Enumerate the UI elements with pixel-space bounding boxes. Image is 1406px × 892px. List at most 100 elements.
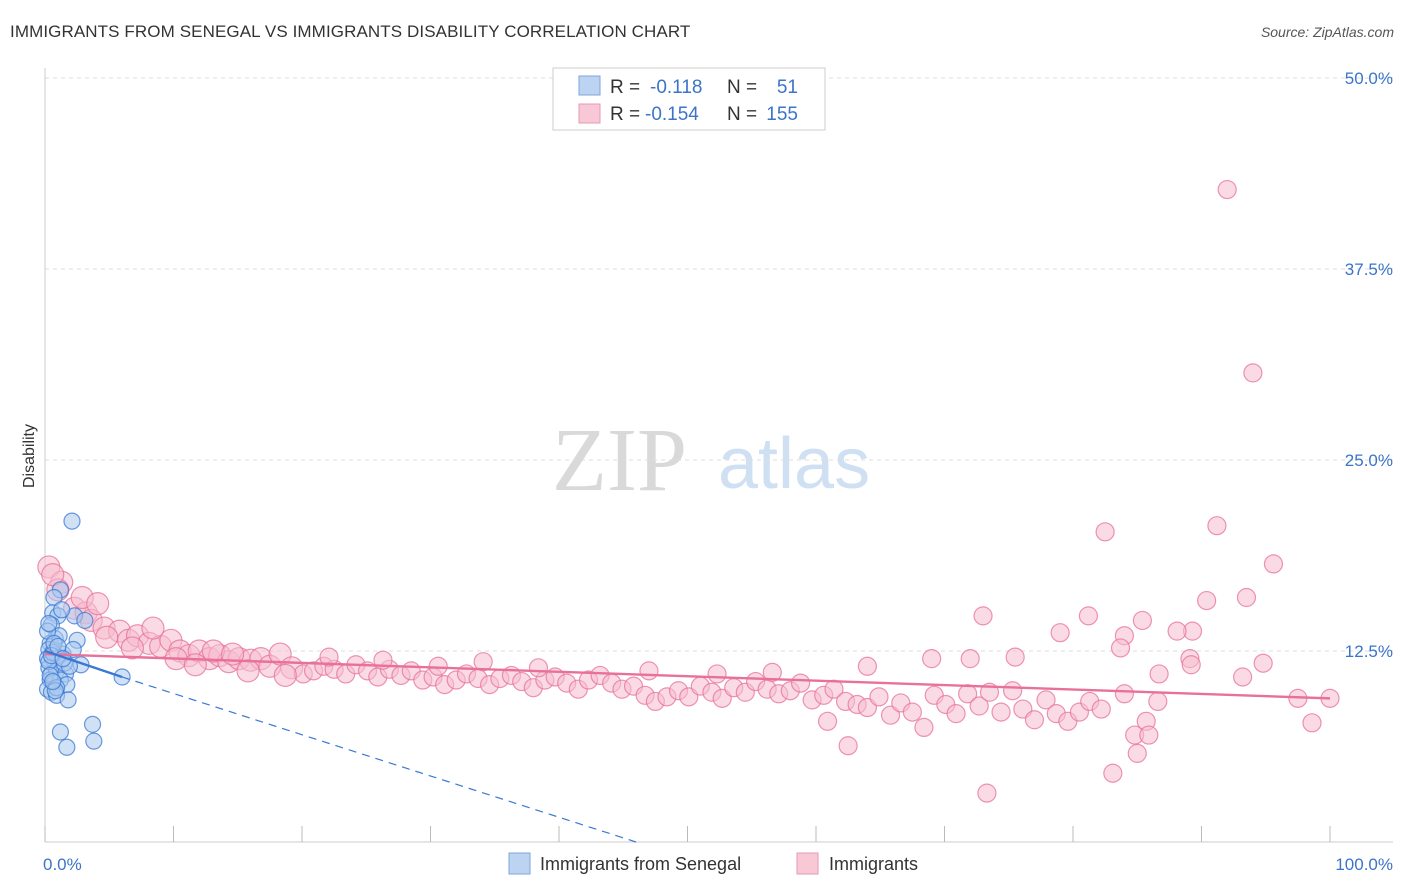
y-tick-label: 50.0% [1345, 69, 1393, 88]
y-tick-label: 12.5% [1345, 642, 1393, 661]
immigrants-point [762, 662, 782, 682]
immigrants-point [914, 717, 934, 738]
immigrants-point [1024, 710, 1045, 730]
chart-title: IMMIGRANTS FROM SENEGAL VS IMMIGRANTS DI… [10, 22, 691, 41]
immigrants-point [1114, 684, 1135, 704]
immigrants-point [1005, 647, 1025, 667]
immigrants-point [991, 702, 1011, 722]
immigrants-point [41, 562, 65, 587]
legend-r-value-1: -0.118 [650, 77, 702, 98]
legend-swatch-blue [578, 75, 601, 96]
watermark-zip: ZIP [552, 411, 687, 510]
senegal-point [63, 512, 81, 530]
immigrants-point [141, 616, 165, 640]
immigrants-point [95, 625, 119, 649]
immigrants-point [1091, 699, 1111, 719]
immigrants-point [1233, 667, 1253, 687]
immigrants-point [902, 702, 922, 722]
legend-n-value-1: 51 [777, 77, 798, 98]
series-legend: Immigrants from Senegal Immigrants [508, 852, 918, 875]
immigrants-point [1110, 638, 1131, 658]
immigrants-point [790, 673, 811, 693]
immigrants-point [473, 652, 493, 672]
immigrants-point [1243, 363, 1263, 383]
immigrants-point [1302, 713, 1322, 733]
immigrants-point [880, 705, 901, 725]
gridlines [45, 77, 1393, 652]
x-tick-label-max: 100.0% [1335, 855, 1393, 874]
legend-n-label-1: N = [727, 77, 757, 98]
immigrants-trend-line [44, 652, 1331, 700]
bottom-legend-swatch-pink [796, 852, 819, 875]
senegal-trend-extension [121, 676, 637, 843]
bottom-legend-label-senegal: Immigrants from Senegal [540, 854, 741, 874]
immigrants-point [639, 661, 659, 681]
immigrants-point [183, 653, 207, 677]
bottom-legend-swatch-blue [508, 852, 531, 875]
immigrants-point [977, 783, 997, 803]
senegal-point [83, 715, 102, 733]
immigrants-point [922, 649, 942, 669]
immigrants-point [1036, 690, 1056, 710]
trend-lines [44, 649, 1331, 843]
immigrants-point [817, 711, 838, 731]
immigrants-point [838, 736, 858, 756]
immigrants-point [236, 659, 260, 683]
immigrants-point [1103, 763, 1123, 783]
senegal-point [58, 738, 76, 756]
senegal-point [40, 614, 58, 633]
immigrants-point [1095, 522, 1115, 542]
immigrants-point [1078, 606, 1099, 626]
correlation-legend: R = -0.118 N = 51 R = -0.154 N = 155 [552, 67, 826, 131]
immigrants-point [273, 663, 297, 688]
x-tick-label-min: 0.0% [43, 855, 82, 874]
immigrants-point [1139, 725, 1159, 745]
senegal-point [59, 691, 77, 709]
legend-n-label-2: N = [727, 104, 757, 125]
source-label: Source: ZipAtlas.com [1260, 24, 1394, 40]
immigrants-point [969, 696, 989, 716]
senegal-trend-line [44, 649, 123, 679]
immigrants-point [319, 647, 339, 667]
immigrants-point [1197, 590, 1217, 611]
immigrants-point [1003, 681, 1023, 701]
y-tick-label: 25.0% [1345, 451, 1393, 470]
immigrants-point [1050, 623, 1070, 643]
senegal-point [85, 732, 103, 750]
immigrants-point [1217, 179, 1237, 200]
legend-swatch-pink [578, 103, 601, 124]
y-axis-title: Disability [21, 424, 38, 488]
immigrants-point [86, 592, 110, 616]
immigrants-point [1236, 587, 1257, 608]
immigrants-point [1207, 516, 1227, 536]
immigrants-point [1132, 610, 1152, 631]
immigrants-point [973, 606, 993, 626]
immigrants-point [1263, 554, 1284, 574]
bottom-legend-label-immigrants: Immigrants [829, 854, 918, 874]
y-tick-label: 37.5% [1345, 260, 1393, 279]
senegal-point [44, 672, 62, 691]
axes: 12.5% 25.0% 37.5% 50.0% 0.0% 100.0% [43, 68, 1393, 874]
immigrants-point [857, 656, 878, 676]
legend-r-value-2: -0.154 [645, 104, 699, 125]
legend-r-label-1: R = [610, 77, 640, 98]
immigrants-point [946, 704, 966, 724]
immigrants-point [869, 687, 889, 707]
immigrants-point [1253, 653, 1273, 673]
immigrants-point [1181, 655, 1201, 675]
legend-r-label-2: R = [610, 104, 640, 125]
immigrants-point [1127, 743, 1147, 763]
immigrants-point [1149, 664, 1169, 684]
watermark-atlas: atlas [718, 424, 870, 504]
immigrants-point [120, 636, 144, 660]
immigrants-point [1167, 621, 1187, 641]
data-points [37, 179, 1340, 803]
senegal-point [53, 601, 71, 619]
immigrants-point [707, 664, 727, 684]
immigrants-point [1148, 691, 1168, 712]
immigrants-point [528, 658, 549, 678]
immigrants-point [960, 649, 980, 669]
senegal-point [76, 611, 94, 630]
senegal-point [51, 723, 70, 741]
